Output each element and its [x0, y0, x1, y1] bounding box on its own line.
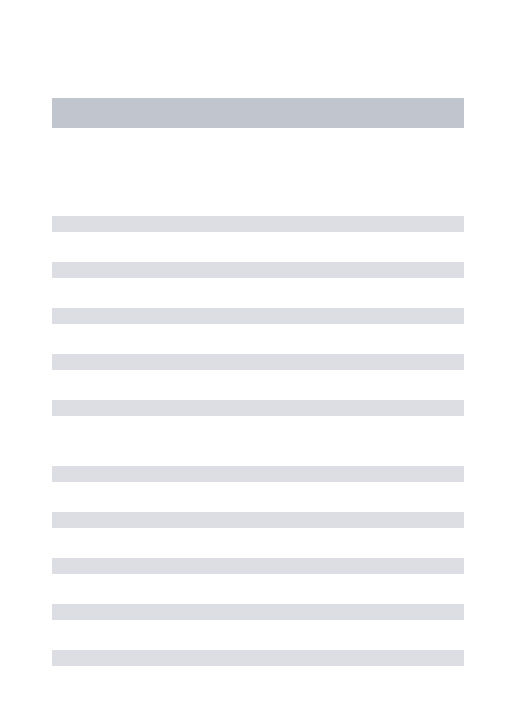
- skeleton-title-bar: [52, 98, 464, 128]
- skeleton-line: [52, 216, 464, 232]
- skeleton-line: [52, 262, 464, 278]
- skeleton-line: [52, 650, 464, 666]
- skeleton-line: [52, 308, 464, 324]
- skeleton-line: [52, 604, 464, 620]
- skeleton-line: [52, 354, 464, 370]
- skeleton-line: [52, 400, 464, 416]
- skeleton-line: [52, 466, 464, 482]
- skeleton-line: [52, 512, 464, 528]
- skeleton-line: [52, 558, 464, 574]
